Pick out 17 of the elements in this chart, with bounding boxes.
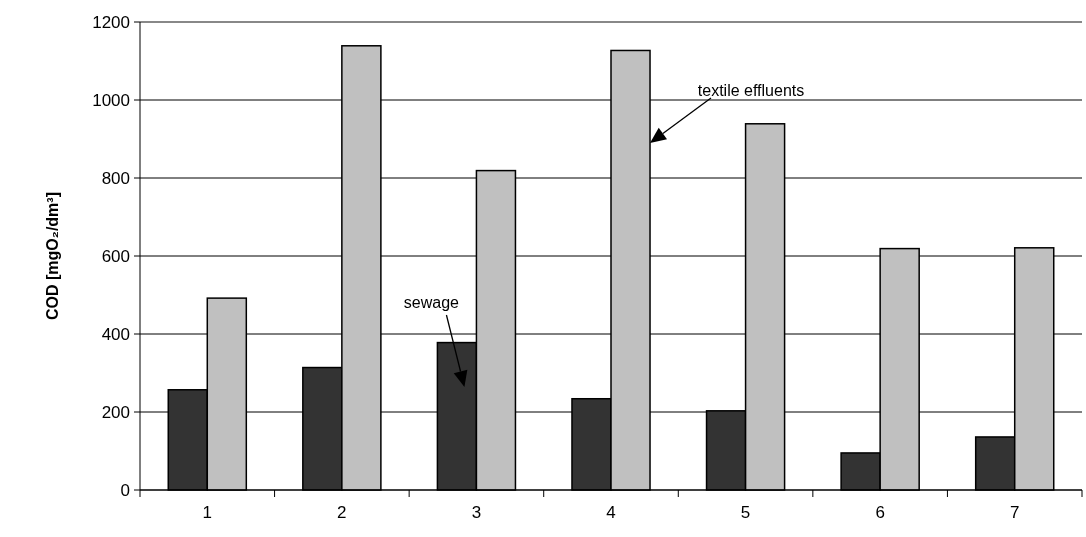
y-tick-label: 600 — [101, 246, 130, 266]
y-tick-label: 1000 — [92, 90, 130, 110]
series-label: textile effluents — [697, 81, 805, 99]
y-tick-label: 200 — [101, 402, 130, 422]
y-tick-label: 400 — [101, 324, 130, 344]
x-tick-label: 6 — [875, 503, 885, 522]
y-tick-label: 800 — [101, 168, 130, 188]
x-tick-label: 7 — [1009, 503, 1020, 522]
x-tick-label: 5 — [740, 503, 751, 522]
x-tick-label: 2 — [337, 503, 347, 522]
x-tick-label: 1 — [202, 503, 213, 522]
series-label: sewage — [403, 293, 460, 311]
x-tick-label: 3 — [471, 503, 482, 522]
y-tick-label: 0 — [120, 480, 130, 500]
y-axis-title: COD [mgO₂/dm³] — [44, 192, 61, 320]
x-tick-label: 4 — [606, 503, 616, 522]
y-tick-label: 1200 — [92, 12, 130, 32]
